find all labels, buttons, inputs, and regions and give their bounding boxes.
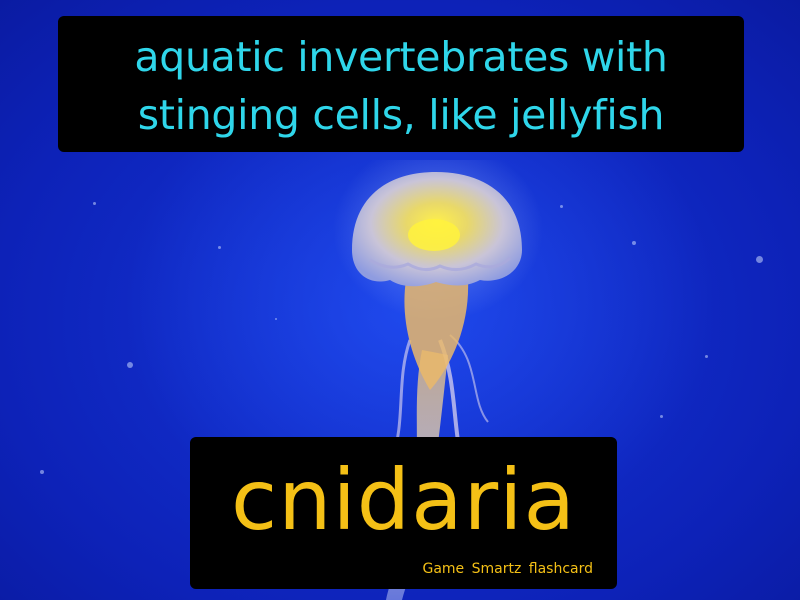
definition-box: aquatic invertebrates with stinging cell… [58,16,744,152]
term-word: cnidaria [231,451,576,549]
term-box: cnidaria Game Smartz flashcard [190,437,617,589]
definition-line-1: aquatic invertebrates with [134,33,668,81]
definition-line-2: stinging cells, like jellyfish [137,91,665,139]
brand-label: Game Smartz flashcard [422,561,593,577]
